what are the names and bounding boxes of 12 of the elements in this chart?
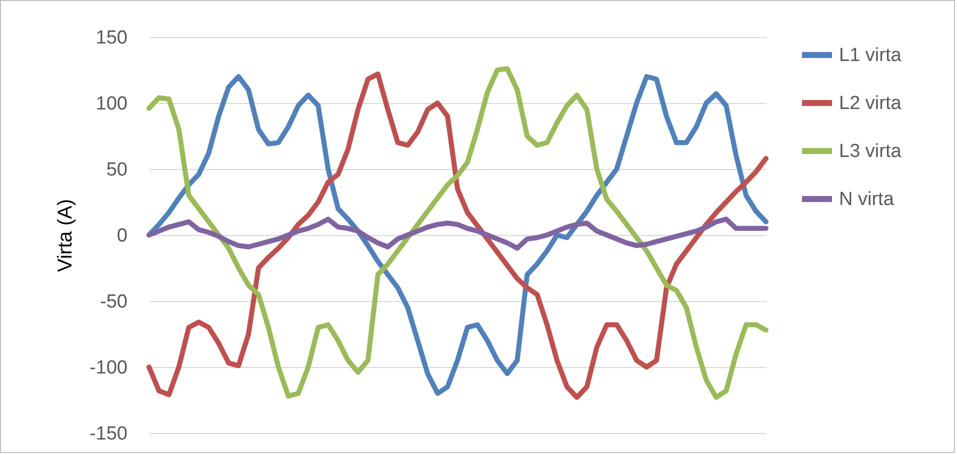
y-tick-label: 50 [106,160,128,180]
y-axis-title: Virta (A) [54,199,76,272]
legend-label: L3 virta [839,141,902,162]
y-tick-label: -150 [89,424,128,444]
legend-label: L2 virta [839,93,902,114]
y-tick-label: -50 [100,292,128,312]
legend-label: L1 virta [839,45,902,66]
y-tick-label: -100 [89,358,128,378]
y-tick-label: 0 [116,226,128,246]
y-tick-label: 100 [96,94,128,114]
y-tick-label: 150 [96,28,128,48]
legend-label: N virta [839,189,894,210]
